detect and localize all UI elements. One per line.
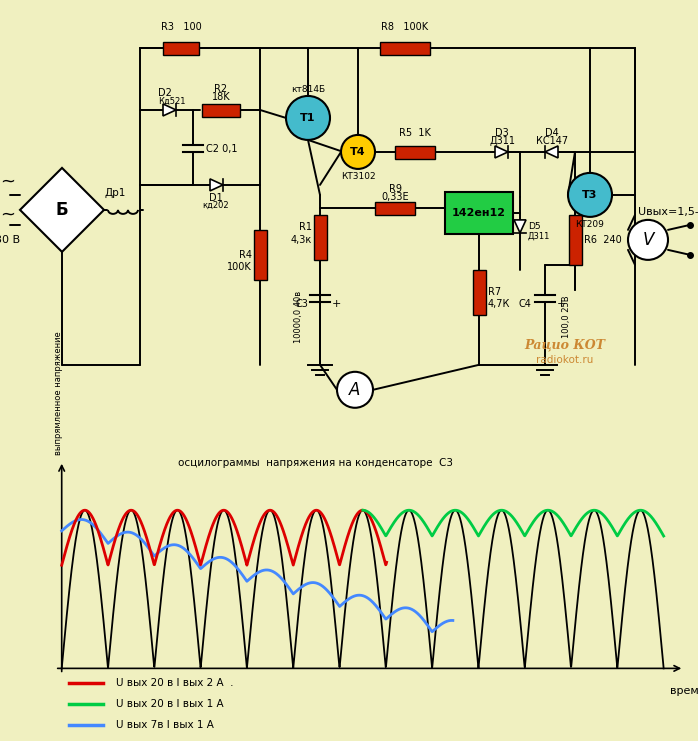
Bar xyxy=(569,215,582,265)
Circle shape xyxy=(341,135,375,169)
Text: Uвых=1,5-25V: Uвых=1,5-25V xyxy=(638,207,698,217)
Bar xyxy=(202,104,240,117)
Text: кд202: кд202 xyxy=(202,201,230,210)
Polygon shape xyxy=(20,168,104,252)
Bar xyxy=(445,192,513,234)
Bar xyxy=(380,42,430,55)
Text: С3: С3 xyxy=(295,299,308,309)
Text: R6  240: R6 240 xyxy=(584,235,622,245)
Circle shape xyxy=(628,220,668,260)
Text: D3: D3 xyxy=(495,128,509,138)
Text: 100,0 25В: 100,0 25В xyxy=(563,296,572,338)
Text: D5: D5 xyxy=(528,222,541,231)
Polygon shape xyxy=(210,179,223,191)
Text: С4: С4 xyxy=(518,299,531,309)
Text: T3: T3 xyxy=(582,190,597,200)
Text: КС147: КС147 xyxy=(536,136,568,146)
Polygon shape xyxy=(514,220,526,233)
Text: T4: T4 xyxy=(350,147,366,157)
Text: Рацио КОТ: Рацио КОТ xyxy=(525,339,605,351)
Text: 142ен12: 142ен12 xyxy=(452,208,506,218)
Circle shape xyxy=(568,173,612,217)
Text: R5  1K: R5 1K xyxy=(399,128,431,138)
Text: 4,3к: 4,3к xyxy=(291,235,312,245)
Bar xyxy=(163,42,199,55)
Text: 30 В: 30 В xyxy=(0,235,20,245)
Text: U вых 7в I вых 1 А: U вых 7в I вых 1 А xyxy=(117,720,214,730)
Text: ~: ~ xyxy=(1,206,15,224)
Text: C2 0,1: C2 0,1 xyxy=(206,144,237,154)
Text: КТ3102: КТ3102 xyxy=(341,172,376,181)
Text: Д311: Д311 xyxy=(489,136,515,146)
Text: D4: D4 xyxy=(545,128,559,138)
Text: R1: R1 xyxy=(299,222,312,232)
Bar xyxy=(473,270,486,315)
Text: Кд521: Кд521 xyxy=(158,97,186,106)
Text: Др1: Др1 xyxy=(104,188,126,198)
Text: 0,33Е: 0,33Е xyxy=(381,192,409,202)
Circle shape xyxy=(286,96,330,140)
Polygon shape xyxy=(163,104,176,116)
Bar xyxy=(375,202,415,215)
Text: +: + xyxy=(557,299,566,309)
Text: 100K: 100K xyxy=(228,262,252,272)
Text: radiokot.ru: radiokot.ru xyxy=(536,355,594,365)
Circle shape xyxy=(337,372,373,408)
Text: ~: ~ xyxy=(1,173,15,191)
Text: +: + xyxy=(332,299,341,309)
Text: R9: R9 xyxy=(389,184,401,194)
Text: R3   100: R3 100 xyxy=(161,22,202,32)
Text: 4,7К: 4,7К xyxy=(488,299,510,309)
Text: R2: R2 xyxy=(214,84,228,94)
Polygon shape xyxy=(495,146,508,158)
Text: R7: R7 xyxy=(488,287,501,297)
Text: V: V xyxy=(642,231,654,249)
Text: кт814Б: кт814Б xyxy=(291,85,325,94)
Text: 10000,0 40в: 10000,0 40в xyxy=(293,290,302,343)
Text: Д311: Д311 xyxy=(528,231,551,240)
Text: КТ209: КТ209 xyxy=(576,220,604,229)
Bar xyxy=(314,215,327,260)
Text: T1: T1 xyxy=(300,113,315,123)
Text: D1: D1 xyxy=(209,193,223,203)
Text: D2: D2 xyxy=(158,88,172,98)
Text: U вых 20 в I вых 1 А: U вых 20 в I вых 1 А xyxy=(117,699,224,709)
Text: А: А xyxy=(349,381,361,399)
Text: 18K: 18K xyxy=(211,92,230,102)
Text: R4: R4 xyxy=(239,250,252,260)
Polygon shape xyxy=(545,146,558,158)
Text: выпрямленное напряжение: выпрямленное напряжение xyxy=(54,331,63,455)
Bar xyxy=(395,146,435,159)
Text: Б: Б xyxy=(56,201,68,219)
Bar xyxy=(254,230,267,280)
Text: U вых 20 в I вых 2 А  .: U вых 20 в I вых 2 А . xyxy=(117,678,234,688)
Text: R8   100K: R8 100K xyxy=(381,22,429,32)
Text: время: время xyxy=(671,686,698,696)
Text: осцилограммы  напряжения на конденсаторе  С3: осцилограммы напряжения на конденсаторе … xyxy=(178,458,453,468)
